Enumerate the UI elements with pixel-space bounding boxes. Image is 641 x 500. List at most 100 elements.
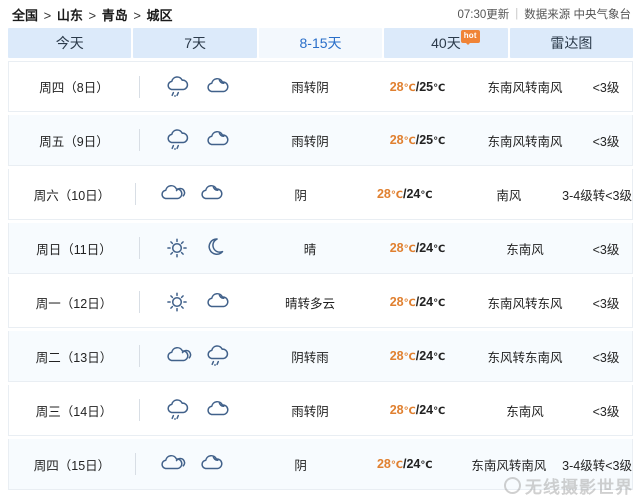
- sun-icon: [163, 235, 193, 261]
- high-temp-unit: ℃: [390, 460, 403, 471]
- temperature-range: 28℃/25℃: [365, 80, 470, 94]
- forecast-row[interactable]: 周五（9日） 雨转阴 28℃/25℃ 东南风转南风 <3级: [8, 115, 633, 166]
- day-label: 周五（9日）: [39, 134, 109, 149]
- tab-label: 7天: [184, 35, 206, 51]
- tab-7天[interactable]: 7天: [133, 28, 257, 58]
- row-divider: [139, 399, 140, 421]
- forecast-row[interactable]: 周三（14日） 雨转阴 28℃/24℃ 东南风 <3级: [8, 385, 633, 436]
- low-temp-unit: ℃: [433, 406, 446, 417]
- forecast-row[interactable]: 周四（8日） 雨转阴 28℃/25℃ 东南风转南风 <3级: [8, 61, 633, 112]
- wind-direction: 东南风转南风: [487, 81, 563, 95]
- day-label: 周一（12日）: [35, 296, 113, 311]
- moon-cloud-icon: [203, 74, 233, 100]
- forecast-row[interactable]: 周四（15日）阴 28℃/24℃ 东南风转南风 3-4级转<3级: [8, 439, 633, 490]
- day-label: 周二（13日）: [35, 350, 113, 365]
- low-temp: 24: [406, 187, 421, 201]
- low-temp-unit: ℃: [420, 460, 433, 471]
- high-temp-unit: ℃: [403, 244, 416, 255]
- moon-cloud-icon: [203, 289, 233, 315]
- moon-cloud-icon: [197, 181, 227, 207]
- tab-40天[interactable]: 40天 hot: [384, 28, 508, 58]
- low-temp: 24: [419, 241, 434, 255]
- tab-雷达图[interactable]: 雷达图: [509, 28, 634, 58]
- temperature-range: 28℃/25℃: [365, 133, 470, 147]
- high-temp-unit: ℃: [403, 406, 416, 417]
- rain-icon: [163, 127, 193, 153]
- day-label: 周六（10日）: [33, 188, 111, 203]
- high-temp-unit: ℃: [403, 352, 416, 363]
- low-temp-unit: ℃: [433, 136, 446, 147]
- weather-description: 雨转阴: [291, 81, 329, 95]
- breadcrumb-separator: >: [129, 7, 145, 23]
- low-temp: 24: [419, 349, 434, 363]
- forecast-row[interactable]: 周日（11日）晴 28℃/24℃ 东南风 <3级: [8, 223, 633, 274]
- row-divider: [139, 345, 140, 367]
- temperature-range: 28℃/24℃: [365, 403, 470, 417]
- low-temp-unit: ℃: [433, 82, 446, 94]
- high-temp-unit: ℃: [403, 298, 416, 309]
- cloudy-icon: [163, 343, 193, 369]
- weather-description: 晴转多云: [284, 296, 335, 311]
- weather-icons: [140, 235, 255, 261]
- low-temp-unit: ℃: [433, 298, 446, 309]
- wind-direction: 东南风转南风: [487, 134, 563, 149]
- weather-description: 阴转雨: [291, 350, 329, 365]
- breadcrumb-item-2[interactable]: 青岛: [101, 7, 128, 23]
- day-label: 周三（14日）: [35, 404, 113, 419]
- update-time: 07:30更新: [457, 9, 510, 21]
- moon-cloud-icon: [203, 127, 233, 153]
- high-temp-unit: ℃: [390, 190, 403, 201]
- moon-cloud-icon: [197, 451, 227, 477]
- temp-separator: /: [415, 403, 420, 417]
- low-temp: 25: [419, 79, 434, 94]
- forecast-row[interactable]: 周二（13日） 阴转雨 28℃/24℃ 东风转东南风 <3级: [8, 331, 633, 382]
- temperature-range: 28℃/24℃: [365, 295, 470, 309]
- row-divider: [139, 237, 140, 259]
- weather-icons: [136, 181, 247, 207]
- weather-icons: [140, 289, 255, 315]
- breadcrumb[interactable]: 全国 > 山东 > 青岛 > 城区: [12, 5, 173, 24]
- high-temp-unit: ℃: [403, 82, 416, 94]
- breadcrumb-item-1[interactable]: 山东: [56, 7, 83, 23]
- day-label: 周日（11日）: [36, 242, 112, 257]
- cloudy-icon: [157, 451, 187, 477]
- wind-direction: 东南风: [506, 242, 544, 257]
- breadcrumb-item-0[interactable]: 全国: [12, 7, 39, 23]
- weather-icons: [140, 397, 255, 423]
- forecast-tabs[interactable]: 今天 7天 8-15天 40天 hot 雷达图: [0, 28, 641, 58]
- meta-divider: |: [515, 8, 519, 20]
- tab-label: 40天: [431, 35, 461, 51]
- wind-level: <3级: [592, 296, 620, 311]
- wind-level: 3-4级转<3级: [562, 458, 632, 473]
- temp-separator: /: [415, 133, 420, 147]
- row-divider: [134, 183, 136, 205]
- forecast-row[interactable]: 周六（10日）阴 28℃/24℃ 南风 3-4级转<3级: [8, 169, 633, 220]
- wind-level: <3级: [592, 350, 620, 365]
- weather-icons: [140, 74, 255, 100]
- data-source: 数据来源 中央气象台: [524, 9, 631, 21]
- high-temp: 28: [389, 133, 404, 147]
- temp-separator: /: [402, 187, 407, 201]
- breadcrumb-item-3[interactable]: 城区: [146, 7, 173, 23]
- wind-level: <3级: [592, 242, 620, 257]
- forecast-row[interactable]: 周一（12日） 晴转多云 28℃/24℃ 东南风转东风 <3级: [8, 277, 633, 328]
- temp-separator: /: [415, 295, 420, 309]
- hot-badge: hot: [460, 30, 480, 45]
- moon-cloud-icon: [203, 397, 233, 423]
- low-temp: 24: [419, 295, 434, 309]
- tab-8-15天[interactable]: 8-15天: [258, 28, 383, 58]
- high-temp: 28: [389, 349, 404, 363]
- temp-separator: /: [402, 457, 407, 471]
- tab-label: 雷达图: [550, 35, 593, 51]
- rain-icon: [203, 343, 233, 369]
- weather-icons: [140, 127, 255, 153]
- weather-description: 阴: [294, 458, 307, 473]
- weather-description: 雨转阴: [291, 404, 329, 419]
- wind-level: 3-4级转<3级: [562, 188, 632, 203]
- tab-今天[interactable]: 今天: [8, 28, 132, 58]
- weather-icons: [140, 343, 255, 369]
- moon-icon: [203, 235, 233, 261]
- weather-description: 雨转阴: [291, 134, 329, 149]
- wind-level: <3级: [592, 404, 620, 419]
- wind-direction: 南风: [496, 188, 522, 203]
